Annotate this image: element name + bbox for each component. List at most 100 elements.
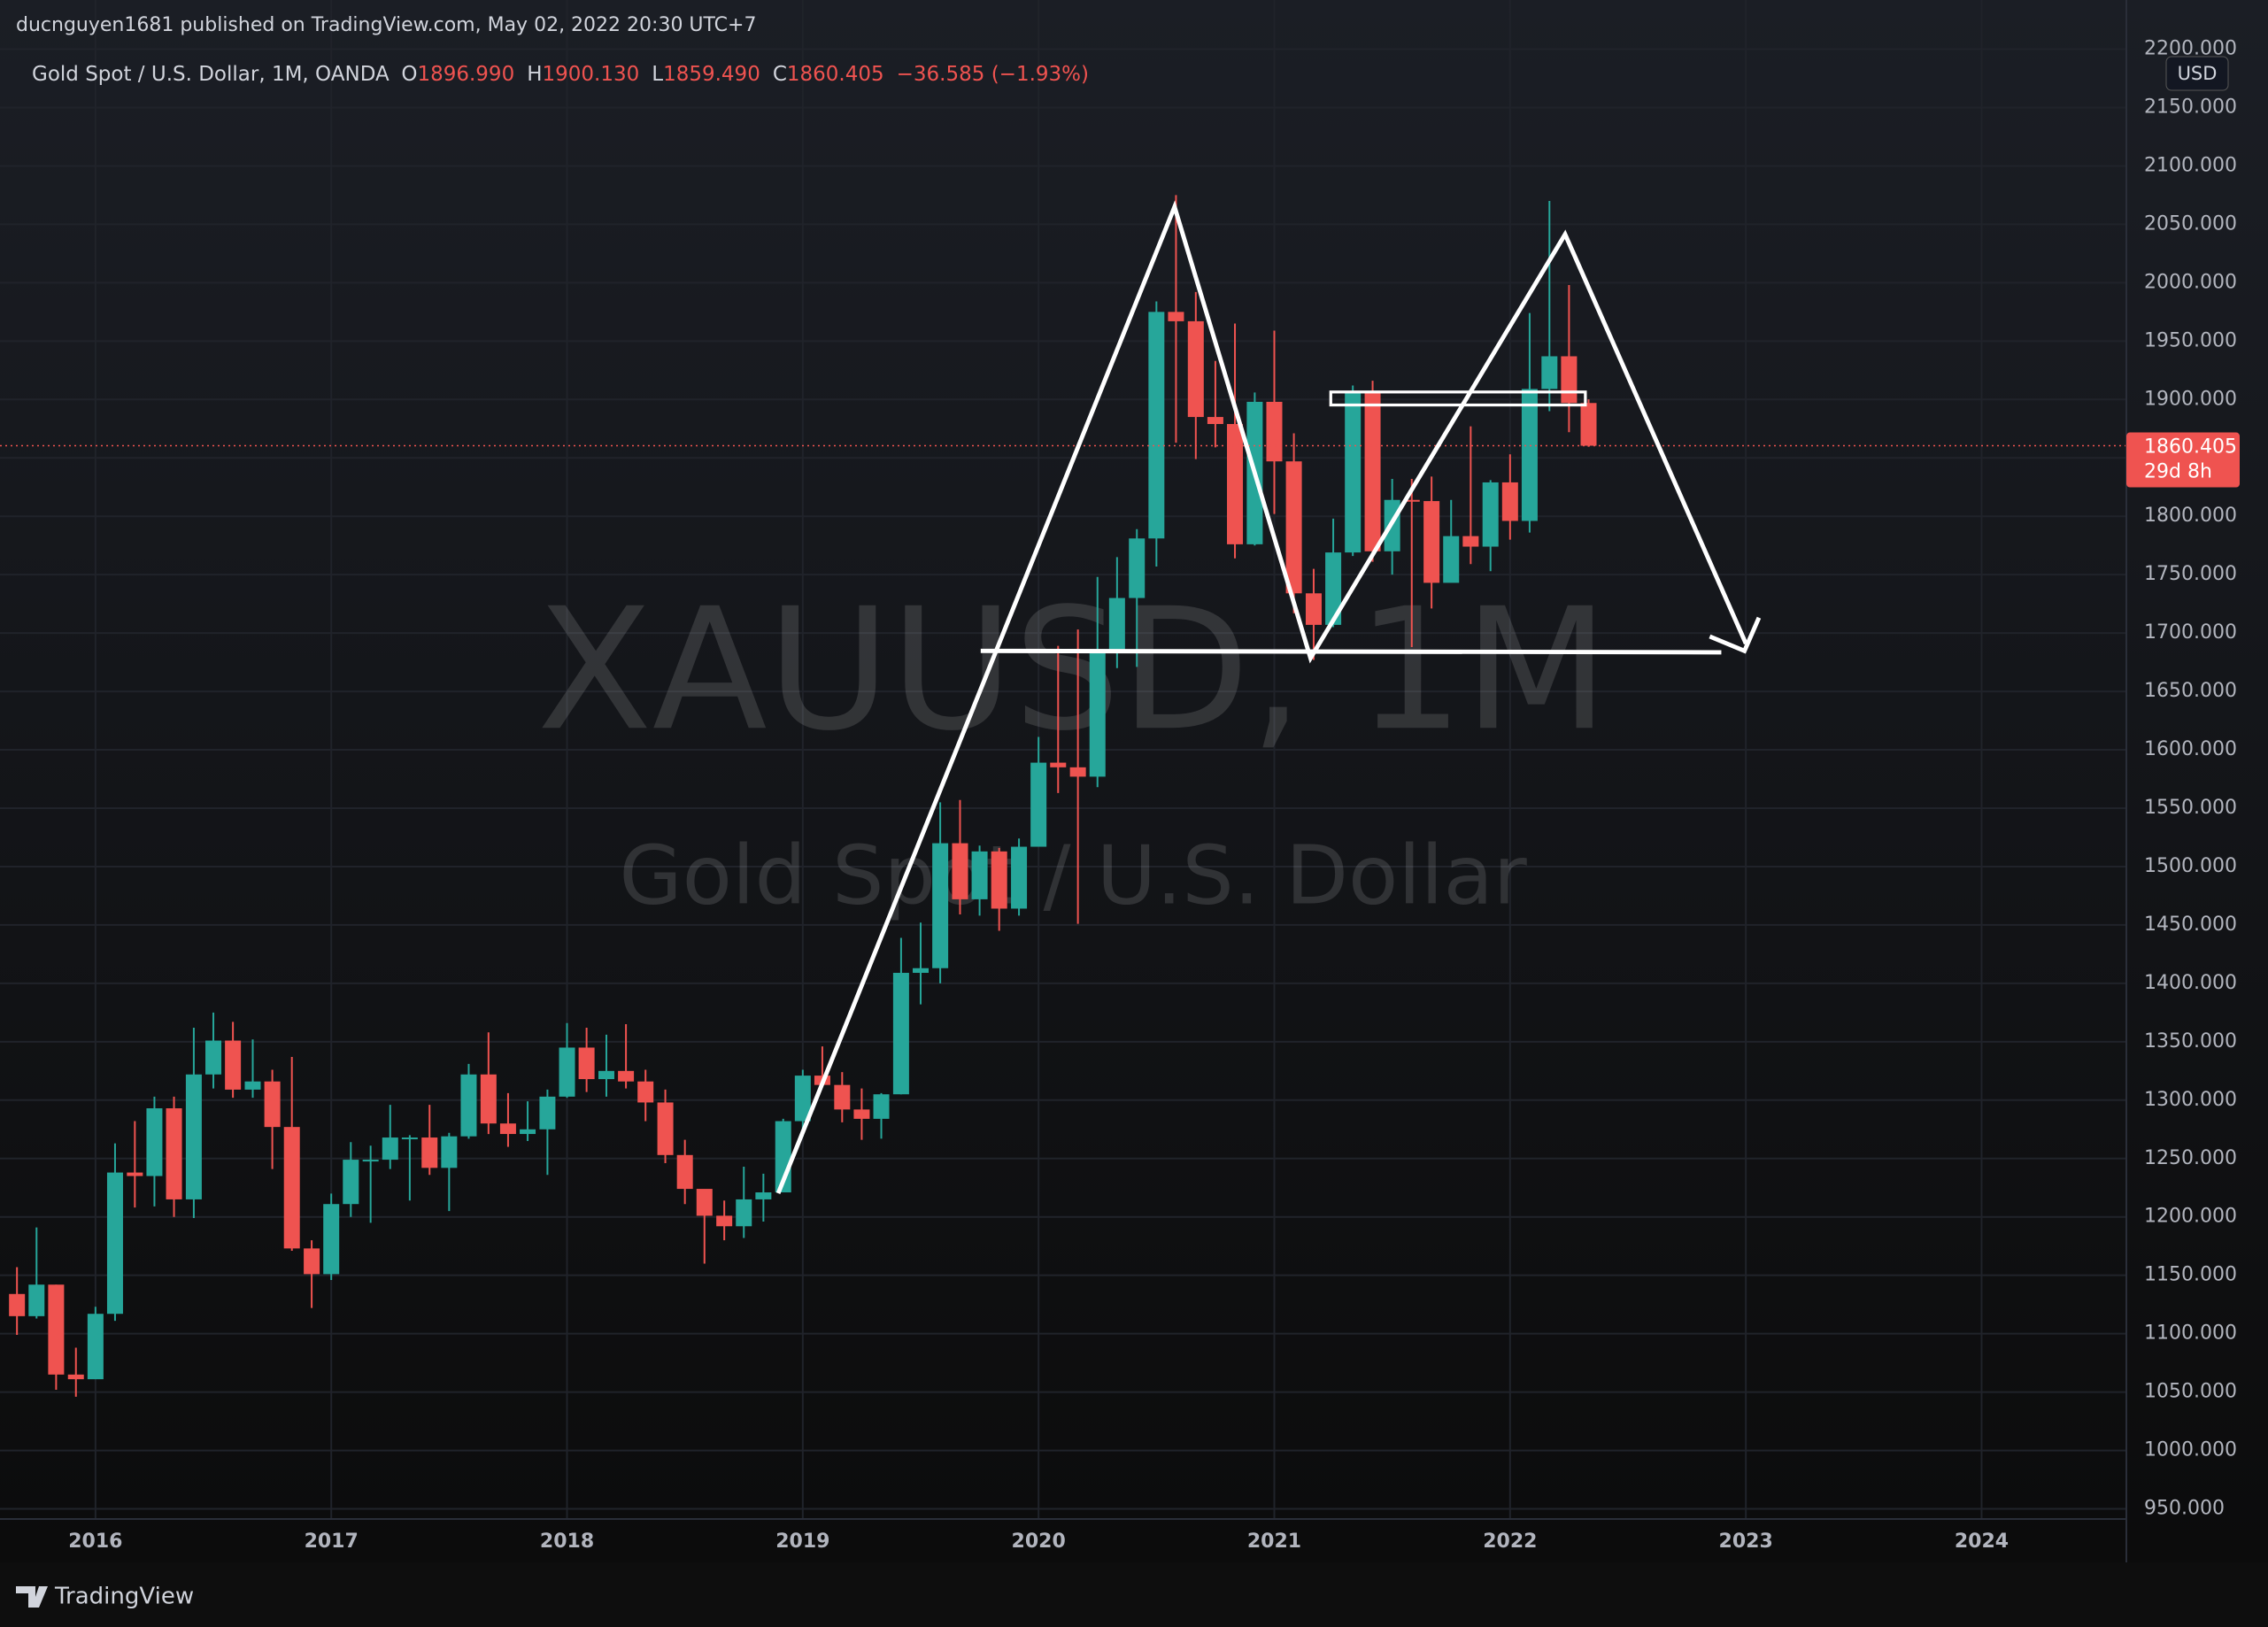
candle-body bbox=[873, 1094, 890, 1119]
y-tick-label: 1950.000 bbox=[2144, 329, 2237, 351]
candle-body bbox=[618, 1070, 635, 1082]
y-tick-label: 1100.000 bbox=[2144, 1322, 2237, 1345]
candles bbox=[0, 195, 2126, 1397]
y-tick-label: 1800.000 bbox=[2144, 505, 2237, 527]
axes: 950.000 1000.000 1050.000 1100.000 1150.000 1… bbox=[68, 38, 2240, 1553]
candle-body bbox=[323, 1204, 340, 1275]
candle-body bbox=[67, 1374, 84, 1380]
x-tick-label: 2022 bbox=[1483, 1531, 1537, 1553]
candle-body bbox=[283, 1127, 300, 1249]
x-tick-label: 2018 bbox=[540, 1531, 594, 1553]
y-tick-label: 1650.000 bbox=[2144, 680, 2237, 702]
candle-body bbox=[1345, 392, 1362, 553]
candle-body bbox=[1089, 649, 1106, 777]
y-tick-label: 2150.000 bbox=[2144, 96, 2237, 118]
y-tick-label: 950.000 bbox=[2144, 1498, 2225, 1520]
published-note: ducnguyen1681 published on TradingView.c… bbox=[16, 14, 756, 36]
candle-body bbox=[892, 973, 909, 1095]
candle-body bbox=[343, 1160, 359, 1205]
candle-body bbox=[637, 1081, 654, 1103]
candle-body bbox=[401, 1137, 418, 1140]
brand: TradingView bbox=[16, 1584, 194, 1610]
candle-body bbox=[736, 1199, 752, 1227]
candle-body bbox=[382, 1137, 398, 1160]
y-tick-label: 1200.000 bbox=[2144, 1206, 2237, 1228]
candle-body bbox=[539, 1096, 556, 1130]
candle-body bbox=[1541, 356, 1558, 389]
candle-body bbox=[696, 1189, 713, 1216]
candle-body bbox=[755, 1192, 772, 1199]
candle-body bbox=[1443, 536, 1460, 583]
y-tick-label: 2050.000 bbox=[2144, 212, 2237, 235]
y-tick-label: 1700.000 bbox=[2144, 621, 2237, 644]
y-tick-label: 1400.000 bbox=[2144, 972, 2237, 994]
candle-body bbox=[1011, 846, 1028, 909]
legend-change: −36.585 (−1.93%) bbox=[897, 63, 1089, 86]
candle-body bbox=[853, 1109, 870, 1119]
candle-body bbox=[716, 1215, 733, 1227]
last-price-label: 1860.405 bbox=[2144, 436, 2237, 459]
candle-body bbox=[520, 1129, 536, 1135]
candle-body bbox=[166, 1108, 182, 1199]
candle-body bbox=[578, 1047, 595, 1080]
last-price-box bbox=[2126, 432, 2240, 488]
legend-title: Gold Spot / U.S. Dollar, 1M, OANDA bbox=[32, 63, 390, 86]
watermark-description: Gold Spot / U.S. Dollar bbox=[619, 828, 1527, 922]
legend-value: 1860.405 bbox=[787, 63, 884, 86]
candle-body bbox=[676, 1154, 693, 1190]
candle-body bbox=[1482, 482, 1499, 547]
candle-body bbox=[1227, 423, 1244, 544]
candle-body bbox=[1580, 403, 1597, 446]
candle-body bbox=[1305, 593, 1322, 625]
candle-body bbox=[1207, 417, 1223, 424]
legend-value: 1859.490 bbox=[663, 63, 760, 86]
y-tick-label: 1250.000 bbox=[2144, 1147, 2237, 1169]
legend-key: C bbox=[773, 63, 787, 86]
y-tick-label: 1000.000 bbox=[2144, 1439, 2237, 1461]
candle-body bbox=[971, 851, 988, 899]
x-tick-label: 2023 bbox=[1719, 1531, 1773, 1553]
candle-body bbox=[1148, 312, 1165, 539]
y-tick-label: 1050.000 bbox=[2144, 1381, 2237, 1403]
y-tick-label: 1550.000 bbox=[2144, 797, 2237, 819]
brand-name: TradingView bbox=[54, 1584, 194, 1610]
candle-body bbox=[1168, 312, 1184, 321]
legend-key: O bbox=[401, 63, 417, 86]
candle-body bbox=[1501, 482, 1518, 521]
candle-body bbox=[1403, 499, 1420, 502]
y-tick-label: 1450.000 bbox=[2144, 914, 2237, 936]
candle-body bbox=[441, 1136, 458, 1168]
candle-body bbox=[1266, 401, 1283, 462]
candle-body bbox=[1108, 598, 1125, 650]
candle-body bbox=[1325, 552, 1342, 625]
candle-body bbox=[127, 1172, 143, 1176]
x-tick-label: 2016 bbox=[68, 1531, 122, 1553]
candle-body bbox=[205, 1040, 222, 1075]
candle-body bbox=[913, 968, 930, 974]
neckline bbox=[980, 648, 1722, 655]
y-tick-label: 1750.000 bbox=[2144, 563, 2237, 585]
candle-body bbox=[28, 1284, 45, 1316]
candle-body bbox=[1187, 320, 1204, 418]
y-tick-label: 1300.000 bbox=[2144, 1089, 2237, 1111]
candle-body bbox=[87, 1314, 104, 1380]
candle-body bbox=[1069, 767, 1086, 777]
candle-body bbox=[657, 1102, 674, 1155]
candle-body bbox=[225, 1040, 242, 1090]
legend: Gold Spot / U.S. Dollar, 1M, OANDA O1896.… bbox=[32, 63, 1089, 86]
candle-body bbox=[1521, 389, 1538, 521]
candle-body bbox=[421, 1137, 438, 1168]
candle-body bbox=[1462, 536, 1479, 547]
candle-body bbox=[932, 843, 949, 968]
currency: USD bbox=[2178, 63, 2218, 84]
candle-body bbox=[185, 1074, 202, 1199]
x-tick-label: 2017 bbox=[305, 1531, 359, 1553]
x-tick-label: 2024 bbox=[1955, 1531, 2009, 1553]
y-tick-label: 1500.000 bbox=[2144, 855, 2237, 877]
candle-body bbox=[1050, 762, 1067, 767]
candle-body bbox=[1364, 392, 1381, 551]
candle-body bbox=[1030, 762, 1047, 847]
y-tick-label: 2200.000 bbox=[2144, 38, 2237, 60]
y-tick-label: 2000.000 bbox=[2144, 271, 2237, 293]
watermark-symbol: XAUUSD, 1M bbox=[537, 572, 1609, 767]
